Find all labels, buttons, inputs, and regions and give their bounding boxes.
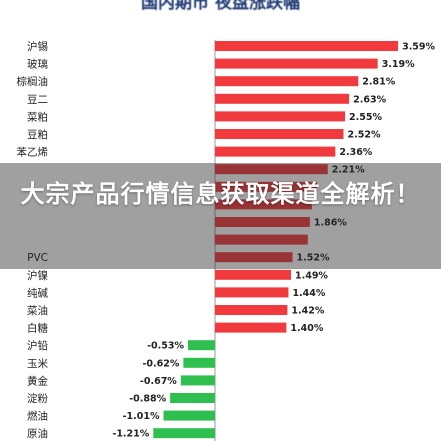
category-label: 玻璃 bbox=[27, 58, 48, 71]
bar-15 bbox=[215, 305, 288, 315]
bars-group bbox=[153, 41, 399, 439]
value-label: 3.59% bbox=[402, 42, 435, 53]
category-label: 原油 bbox=[27, 427, 48, 440]
bar-5 bbox=[215, 129, 344, 139]
bar-2 bbox=[215, 76, 359, 87]
category-label: 纯碱 bbox=[27, 286, 48, 299]
value-label: 2.21% bbox=[332, 165, 365, 176]
bar-4 bbox=[215, 111, 346, 122]
value-label: 3.19% bbox=[382, 59, 415, 70]
bar-20 bbox=[170, 393, 215, 403]
bar-21 bbox=[163, 410, 215, 421]
category-label: 苯乙烯 bbox=[17, 146, 49, 159]
category-label: 燃油 bbox=[27, 410, 48, 423]
bar-9 bbox=[215, 199, 312, 210]
bar-6 bbox=[215, 146, 336, 157]
category-label: 沪镍 bbox=[27, 269, 48, 282]
bar-18 bbox=[183, 357, 215, 368]
bar-10 bbox=[215, 217, 310, 227]
bar-16 bbox=[215, 322, 287, 333]
bar-8 bbox=[215, 181, 317, 192]
value-labels: 3.59% 3.19% 2.81% 2.63% 2.55% 2.52% 2.36% 2.21%… bbox=[112, 42, 435, 440]
overlay-caption: 大宗产品行情信息获取渠道全解析！ bbox=[20, 180, 421, 208]
value-label: 1.86% bbox=[314, 218, 347, 229]
bar-0 bbox=[215, 41, 399, 51]
category-label: 沪锡 bbox=[27, 40, 48, 53]
value-label: -0.88% bbox=[129, 394, 166, 405]
value-label: -1.21% bbox=[112, 429, 149, 440]
caption-overlay bbox=[0, 163, 441, 269]
category-label: 沪铅 bbox=[27, 339, 48, 352]
value-label: 2.52% bbox=[348, 130, 381, 141]
value-label: -0.67% bbox=[140, 376, 177, 387]
category-label: 菜油 bbox=[27, 304, 48, 317]
bar-13 bbox=[215, 269, 291, 280]
bar-7 bbox=[215, 164, 328, 175]
category-label: 豆二 bbox=[27, 94, 48, 106]
bar-1 bbox=[215, 58, 378, 69]
bar-12 bbox=[215, 252, 293, 263]
value-label: 2.63% bbox=[353, 94, 386, 105]
bar-14 bbox=[215, 287, 289, 298]
value-label: 1.52% bbox=[297, 253, 330, 264]
value-label: 2.36% bbox=[339, 147, 372, 158]
category-label: 棕榈油 bbox=[17, 75, 49, 88]
category-label: 白糖 bbox=[27, 322, 48, 335]
bar-19 bbox=[180, 375, 215, 386]
value-label: 1.40% bbox=[290, 323, 323, 334]
value-label: 2.81% bbox=[362, 77, 395, 88]
category-label: 淀粉 bbox=[27, 392, 48, 405]
value-label: -1.01% bbox=[123, 411, 160, 422]
category-label: 玉米 bbox=[27, 357, 48, 370]
value-label: 2.55% bbox=[349, 112, 382, 123]
category-label: 菜粕 bbox=[27, 110, 48, 123]
category-label: 豆粕 bbox=[27, 128, 48, 141]
value-label: -0.62% bbox=[142, 358, 179, 369]
bar-17 bbox=[187, 340, 215, 351]
category-label: PVC bbox=[27, 252, 48, 264]
value-label: 1.44% bbox=[292, 288, 325, 299]
bar-3 bbox=[215, 93, 350, 104]
value-label: 1.49% bbox=[295, 270, 328, 281]
value-label: -0.53% bbox=[147, 341, 184, 352]
category-label: 黄金 bbox=[27, 374, 48, 387]
chart-title: 国内期市 夜盘涨跌幅 bbox=[141, 0, 300, 13]
value-label: 1.42% bbox=[291, 306, 324, 317]
bar-22 bbox=[153, 428, 215, 439]
bar-11 bbox=[215, 234, 308, 245]
